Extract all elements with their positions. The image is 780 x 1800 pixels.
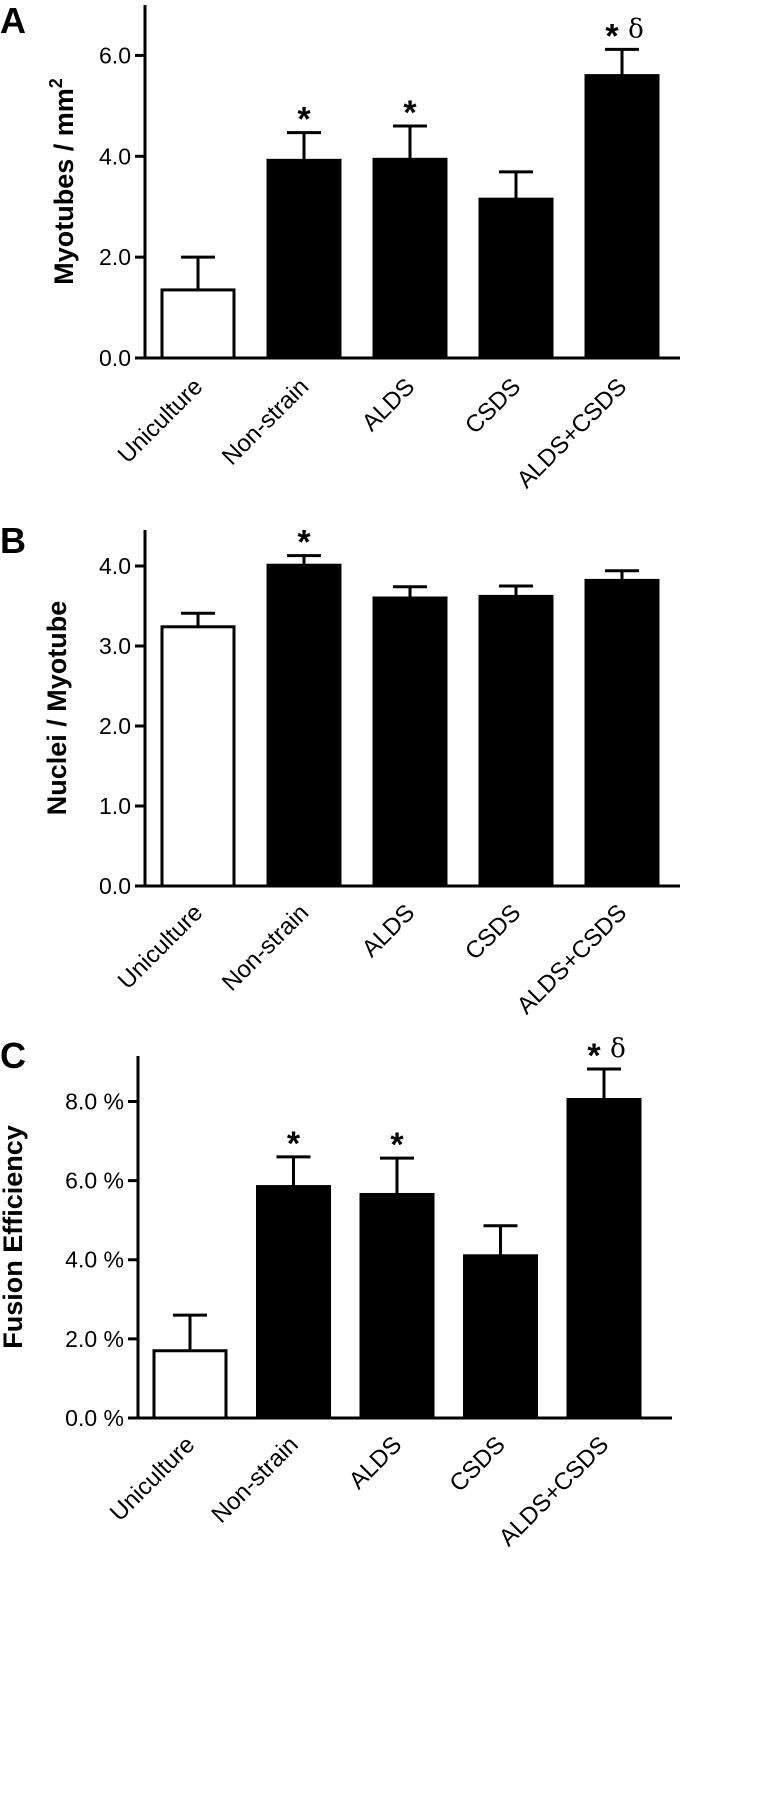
y-tick-label: 8.0 %: [65, 1088, 124, 1114]
category-label: Uniculture: [113, 899, 208, 994]
panel-letter: C: [0, 1035, 26, 1076]
significance-asterisk: *: [587, 1037, 601, 1075]
category-label: CSDS: [460, 899, 526, 965]
category-label: CSDS: [444, 1431, 510, 1497]
category-label: Non-strain: [217, 899, 314, 996]
category-label: ALDS: [357, 899, 420, 962]
y-tick-label: 6.0: [99, 42, 131, 68]
y-axis-label: Nuclei / Myotube: [42, 601, 72, 816]
y-axis-label: Fusion Efficiency: [0, 1125, 28, 1349]
significance-delta: δ: [628, 14, 644, 44]
y-axis-label-text: Fusion Efficiency: [0, 1125, 28, 1349]
y-tick-label: 4.0: [99, 143, 131, 169]
significance-asterisk: *: [403, 94, 417, 132]
y-tick-label: 6.0 %: [65, 1168, 124, 1194]
y-axis-label-text: Nuclei / Myotube: [42, 601, 72, 816]
bar-1: [160, 625, 236, 888]
y-tick-label: 2.0: [99, 713, 131, 739]
bar-1: [160, 288, 236, 360]
bar-4: [478, 594, 554, 888]
panel-letter: B: [0, 520, 26, 561]
significance-asterisk: *: [390, 1126, 404, 1164]
y-axis-label-superscript: 2: [46, 78, 66, 88]
panel-c: C Fusion Efficiency 0.0 % 2.0 % 4.0 % 6.0 % 8.…: [0, 1034, 672, 1552]
bar-5: [566, 1098, 642, 1420]
significance-asterisk: *: [287, 1125, 301, 1163]
panel-letter: A: [0, 0, 26, 41]
category-label: Non-strain: [217, 373, 314, 470]
bar-2: [266, 563, 342, 888]
bar-3: [359, 1192, 435, 1420]
category-label: ALDS: [357, 373, 420, 436]
y-tick-label: 3.0: [99, 633, 131, 659]
category-label: ALDS+CSDS: [512, 373, 632, 493]
category-label: CSDS: [460, 373, 526, 439]
bar-3: [372, 157, 448, 360]
panel-a: A Myotubes / mm2 0.0 2.0 4.0 6.0 Uniculture * No…: [0, 0, 680, 494]
y-tick-label: 2.0 %: [65, 1326, 124, 1352]
category-label: Uniculture: [113, 373, 208, 468]
bar-4: [478, 197, 554, 360]
bar-5: [584, 578, 660, 888]
category-label: Uniculture: [105, 1431, 200, 1526]
y-tick-label: 4.0: [99, 553, 131, 579]
significance-delta: δ: [610, 1034, 626, 1064]
y-tick-label: 0.0 %: [65, 1405, 124, 1431]
bar-4: [463, 1254, 538, 1420]
bar-1: [152, 1349, 228, 1420]
y-axis-label-text: Myotubes / mm: [49, 88, 79, 285]
y-axis-label: Myotubes / mm2: [46, 78, 79, 285]
bar-5: [584, 74, 660, 360]
y-tick-label: 0.0: [99, 345, 131, 371]
category-label: ALDS+CSDS: [512, 899, 632, 1019]
category-label: Non-strain: [206, 1431, 303, 1528]
y-tick-label: 1.0: [99, 793, 131, 819]
bar-2: [256, 1185, 331, 1420]
significance-asterisk: *: [297, 101, 311, 139]
category-label: ALDS+CSDS: [494, 1431, 614, 1551]
bar-2: [266, 158, 342, 360]
y-tick-label: 4.0 %: [65, 1247, 124, 1273]
bar-3: [372, 596, 448, 888]
panel-b: B Nuclei / Myotube 0.0 1.0 2.0 3.0 4.0 Unicultu…: [0, 520, 680, 1020]
y-tick-label: 2.0: [99, 244, 131, 270]
y-tick-label: 0.0: [99, 873, 131, 899]
category-label: ALDS: [344, 1431, 407, 1494]
significance-asterisk: *: [605, 17, 619, 55]
significance-asterisk: *: [297, 524, 311, 562]
